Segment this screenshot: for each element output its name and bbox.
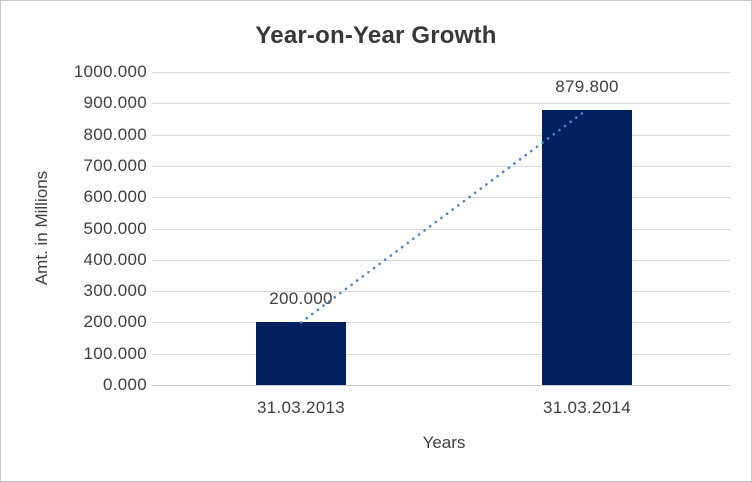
- y-tick-label: 100.000: [83, 343, 147, 363]
- y-tick-label: 800.000: [83, 124, 147, 144]
- y-tick-label: 200.000: [83, 312, 147, 332]
- gridline: [152, 197, 730, 199]
- x-axis-line: [152, 385, 730, 386]
- chart-title: Year-on-Year Growth: [255, 22, 497, 49]
- y-tick-label: 1000.000: [73, 62, 147, 81]
- gridline: [152, 259, 730, 261]
- y-tick-label: 700.000: [83, 155, 147, 175]
- x-tick-label: 31.03.2013: [256, 398, 346, 417]
- y-tick-label: 900.000: [83, 93, 147, 113]
- x-axis-title: Years: [422, 433, 466, 452]
- y-tick-label: 600.000: [83, 187, 147, 207]
- bar: [542, 109, 632, 385]
- gridline: [152, 165, 730, 167]
- y-tick-label: 400.000: [83, 249, 147, 269]
- bar-data-label: 879.800: [555, 76, 619, 96]
- gridline: [152, 72, 730, 73]
- gridline: [152, 322, 730, 324]
- y-tick-label: 500.000: [83, 218, 147, 238]
- gridline: [152, 228, 730, 230]
- gridline: [152, 134, 730, 136]
- gridline: [152, 353, 730, 355]
- bar: [256, 322, 346, 385]
- y-tick-label: 300.000: [83, 281, 147, 301]
- x-tick-label: 31.03.2014: [542, 398, 632, 417]
- gridline: [152, 103, 730, 105]
- bar-data-label: 200.000: [269, 289, 333, 309]
- y-tick-label: 0.000: [102, 375, 147, 394]
